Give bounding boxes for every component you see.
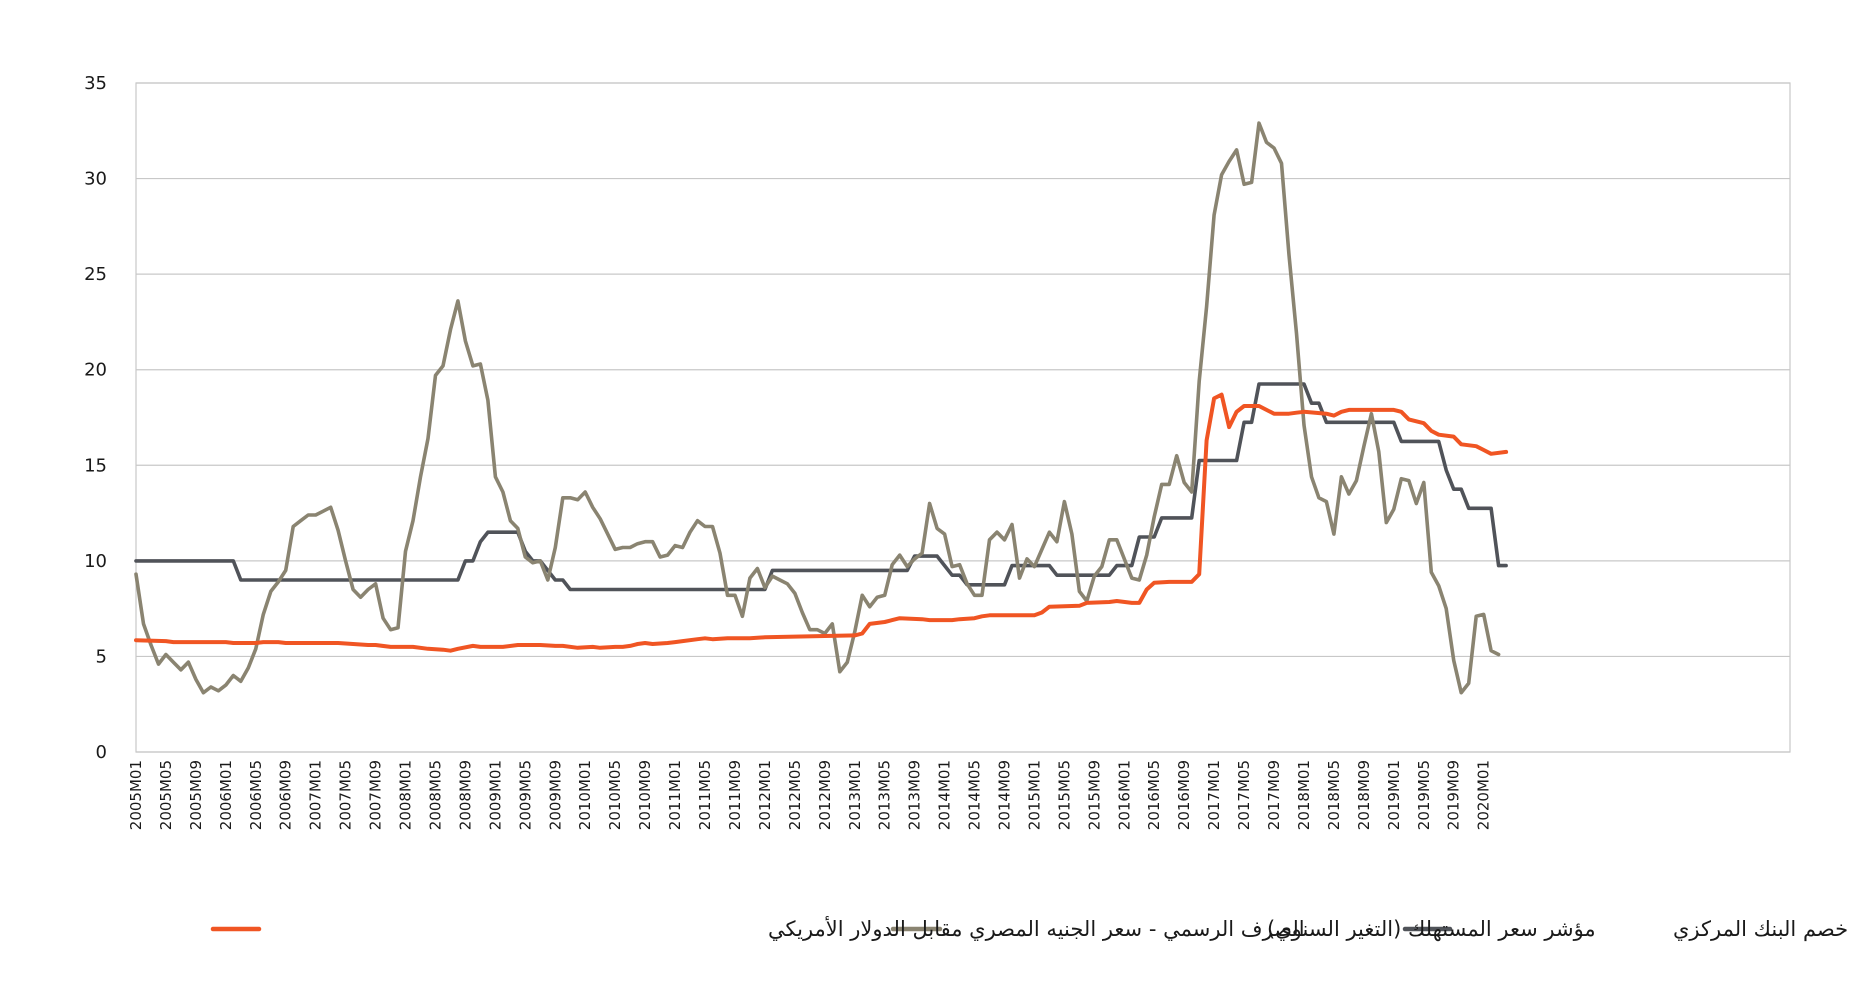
series-line-1 [134, 121, 1501, 695]
legend-label-2: الصرف الرسمي - سعر الجنيه المصري مقابل ا… [768, 916, 1305, 941]
x-tick-label: 2013M05 [876, 760, 894, 830]
x-tick-label: 2015M05 [1055, 760, 1073, 830]
x-tick-label: 2015M09 [1085, 760, 1103, 830]
series-line-2 [134, 392, 1509, 653]
x-tick-label: 2011M05 [696, 760, 714, 830]
y-tick-label: 0 [96, 742, 107, 763]
x-tick-label: 2014M01 [936, 760, 954, 830]
legend-label-1: مؤشر سعر المستهلك (التغير السنوي) [1267, 917, 1596, 941]
x-tick-label: 2018M05 [1325, 760, 1343, 830]
x-tick-label: 2017M01 [1205, 760, 1223, 830]
legend: معدل خصم البنك المركزي مؤشر سعر المستهلك … [210, 916, 1854, 942]
x-tick-label: 2017M09 [1265, 760, 1283, 830]
x-tick-label: 2017M05 [1235, 760, 1253, 830]
x-tick-label: 2009M05 [516, 760, 534, 830]
legend-label-0: معدل خصم البنك المركزي [1673, 917, 1854, 942]
y-tick-label: 15 [84, 455, 107, 476]
x-tick-label: 2005M09 [187, 760, 205, 830]
gridlines [135, 82, 1791, 753]
y-axis-ticks: 0 5 10 15 20 25 30 35 [84, 73, 107, 763]
x-tick-label: 2019M01 [1385, 760, 1403, 830]
y-tick-label: 10 [84, 551, 107, 572]
x-tick-label: 2016M09 [1175, 760, 1193, 830]
x-tick-label: 2012M01 [756, 760, 774, 830]
x-tick-label: 2007M05 [337, 760, 355, 830]
x-tick-label: 2008M01 [397, 760, 415, 830]
series-lines [134, 121, 1509, 695]
plot-frame [135, 82, 1791, 753]
x-tick-label: 2015M01 [1025, 760, 1043, 830]
x-tick-label: 2014M09 [995, 760, 1013, 830]
x-tick-label: 2011M01 [666, 760, 684, 830]
y-tick-label: 25 [84, 264, 107, 285]
x-tick-label: 2009M01 [486, 760, 504, 830]
x-tick-label: 2018M01 [1295, 760, 1313, 830]
series-line-0 [134, 382, 1508, 592]
x-tick-label: 2010M01 [576, 760, 594, 830]
x-tick-label: 2019M05 [1415, 760, 1433, 830]
x-axis-ticks: 2005M01 2005M05 2005M09 2006M01 2006M05 2006M… [127, 760, 1493, 830]
x-tick-label: 2012M05 [786, 760, 804, 830]
x-tick-label: 2009M09 [546, 760, 564, 830]
x-tick-label: 2007M01 [307, 760, 325, 830]
y-tick-label: 5 [96, 646, 107, 667]
x-tick-label: 2019M09 [1445, 760, 1463, 830]
x-tick-label: 2006M01 [217, 760, 235, 830]
y-tick-label: 20 [84, 360, 107, 381]
x-tick-label: 2016M01 [1115, 760, 1133, 830]
x-tick-label: 2013M09 [906, 760, 924, 830]
x-tick-label: 2005M05 [157, 760, 175, 830]
x-tick-label: 2012M09 [816, 760, 834, 830]
x-tick-label: 2006M05 [247, 760, 265, 830]
x-tick-label: 2016M05 [1145, 760, 1163, 830]
x-tick-label: 2008M09 [456, 760, 474, 830]
x-tick-label: 2005M01 [127, 760, 145, 830]
x-tick-label: 2014M05 [966, 760, 984, 830]
x-tick-label: 2006M09 [277, 760, 295, 830]
x-tick-label: 2008M05 [426, 760, 444, 830]
y-tick-label: 30 [84, 169, 107, 190]
y-tick-label: 35 [84, 73, 107, 94]
x-tick-label: 2010M09 [636, 760, 654, 830]
x-tick-label: 2020M01 [1475, 760, 1493, 830]
x-tick-label: 2007M09 [367, 760, 385, 830]
x-tick-label: 2018M09 [1355, 760, 1373, 830]
x-tick-label: 2013M01 [846, 760, 864, 830]
x-tick-label: 2011M09 [726, 760, 744, 830]
x-tick-label: 2010M05 [606, 760, 624, 830]
